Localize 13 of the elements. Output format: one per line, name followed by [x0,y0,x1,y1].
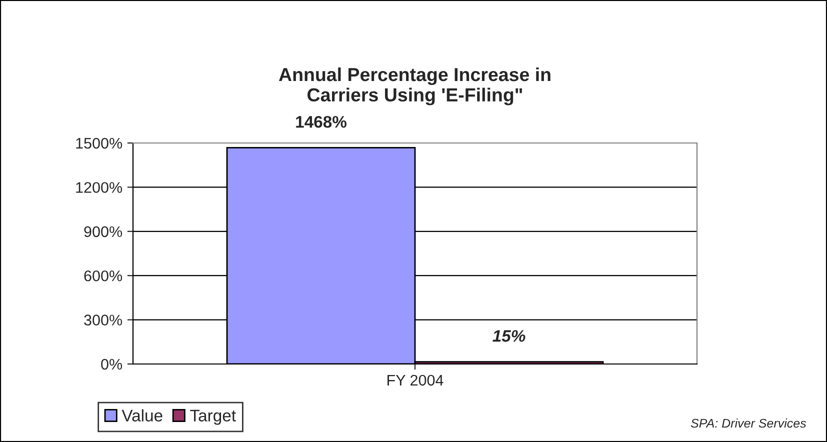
legend-label: Value [122,409,162,422]
y-tick-label: 300% [84,314,122,326]
chart-title: Annual Percentage Increase in Carriers Using 'E-Filing" [278,67,550,106]
y-tick-label: 1200% [76,182,122,193]
y-tick-label: 900% [84,226,122,238]
text: SPA: Driver Services [690,418,806,428]
y-tick-label: 600% [84,270,122,282]
data-label: 15% [492,330,526,342]
x-tick-label: FY 2004 [388,374,444,386]
legend-label: Target [190,410,236,425]
data-label: 1468% [296,116,347,128]
y-tick-label: 0% [101,358,122,370]
y-tick-label: 1500% [76,138,122,149]
